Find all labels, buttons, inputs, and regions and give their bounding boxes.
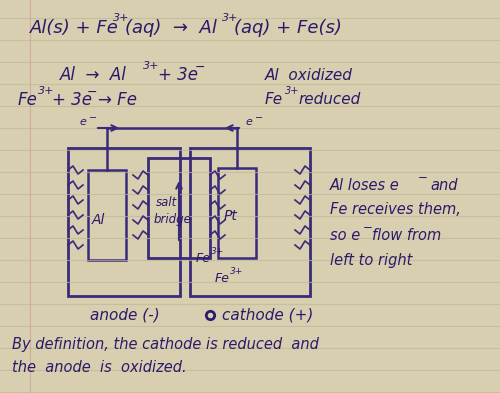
Text: Al: Al bbox=[92, 213, 106, 227]
Text: Fe receives them,: Fe receives them, bbox=[330, 202, 461, 217]
Text: Al(s) + Fe: Al(s) + Fe bbox=[30, 19, 119, 37]
Text: e: e bbox=[245, 117, 252, 127]
Bar bbox=[148, 158, 210, 258]
Text: 3+: 3+ bbox=[113, 13, 130, 23]
Text: e: e bbox=[79, 117, 86, 127]
Text: 3+: 3+ bbox=[222, 13, 238, 23]
Text: Fe: Fe bbox=[265, 92, 283, 108]
Text: 3+: 3+ bbox=[230, 268, 243, 277]
Text: the  anode  is  oxidized.: the anode is oxidized. bbox=[12, 360, 186, 375]
Text: By definition, the cathode is reduced  and: By definition, the cathode is reduced an… bbox=[12, 338, 319, 353]
Text: Fe: Fe bbox=[196, 252, 211, 264]
Text: Pt: Pt bbox=[224, 209, 238, 223]
Text: Fe: Fe bbox=[215, 272, 230, 285]
Text: −: − bbox=[89, 113, 97, 123]
Text: (aq) + Fe(s): (aq) + Fe(s) bbox=[234, 19, 342, 37]
Text: → Fe: → Fe bbox=[98, 91, 137, 109]
Text: + 3e: + 3e bbox=[158, 66, 198, 84]
Text: −: − bbox=[87, 86, 98, 99]
Text: −: − bbox=[195, 61, 205, 73]
Text: bridge: bridge bbox=[154, 213, 192, 226]
Text: Fe: Fe bbox=[18, 91, 38, 109]
Text: salt: salt bbox=[156, 196, 177, 209]
Text: reduced: reduced bbox=[298, 92, 360, 108]
Text: cathode (+): cathode (+) bbox=[222, 307, 314, 323]
Text: 3+: 3+ bbox=[211, 248, 224, 257]
Text: 3+: 3+ bbox=[143, 61, 160, 71]
Text: 3+: 3+ bbox=[38, 86, 54, 96]
Text: Al  →  Al: Al → Al bbox=[60, 66, 127, 84]
Text: −: − bbox=[418, 171, 428, 184]
Text: −: − bbox=[255, 113, 263, 123]
Text: Al  oxidized: Al oxidized bbox=[265, 68, 353, 83]
Bar bbox=[218, 168, 256, 258]
Text: (aq)  →  Al: (aq) → Al bbox=[125, 19, 217, 37]
Text: left to right: left to right bbox=[330, 252, 412, 268]
Bar bbox=[88, 170, 126, 260]
Bar bbox=[68, 148, 180, 296]
Text: so e: so e bbox=[330, 228, 360, 242]
Text: flow from: flow from bbox=[372, 228, 442, 242]
Text: −: − bbox=[363, 222, 373, 235]
Bar bbox=[190, 148, 310, 296]
Text: 3+: 3+ bbox=[285, 86, 300, 96]
Text: anode (-): anode (-) bbox=[90, 307, 160, 323]
Text: and: and bbox=[430, 178, 458, 193]
Text: Al loses e: Al loses e bbox=[330, 178, 400, 193]
Text: + 3e: + 3e bbox=[52, 91, 92, 109]
